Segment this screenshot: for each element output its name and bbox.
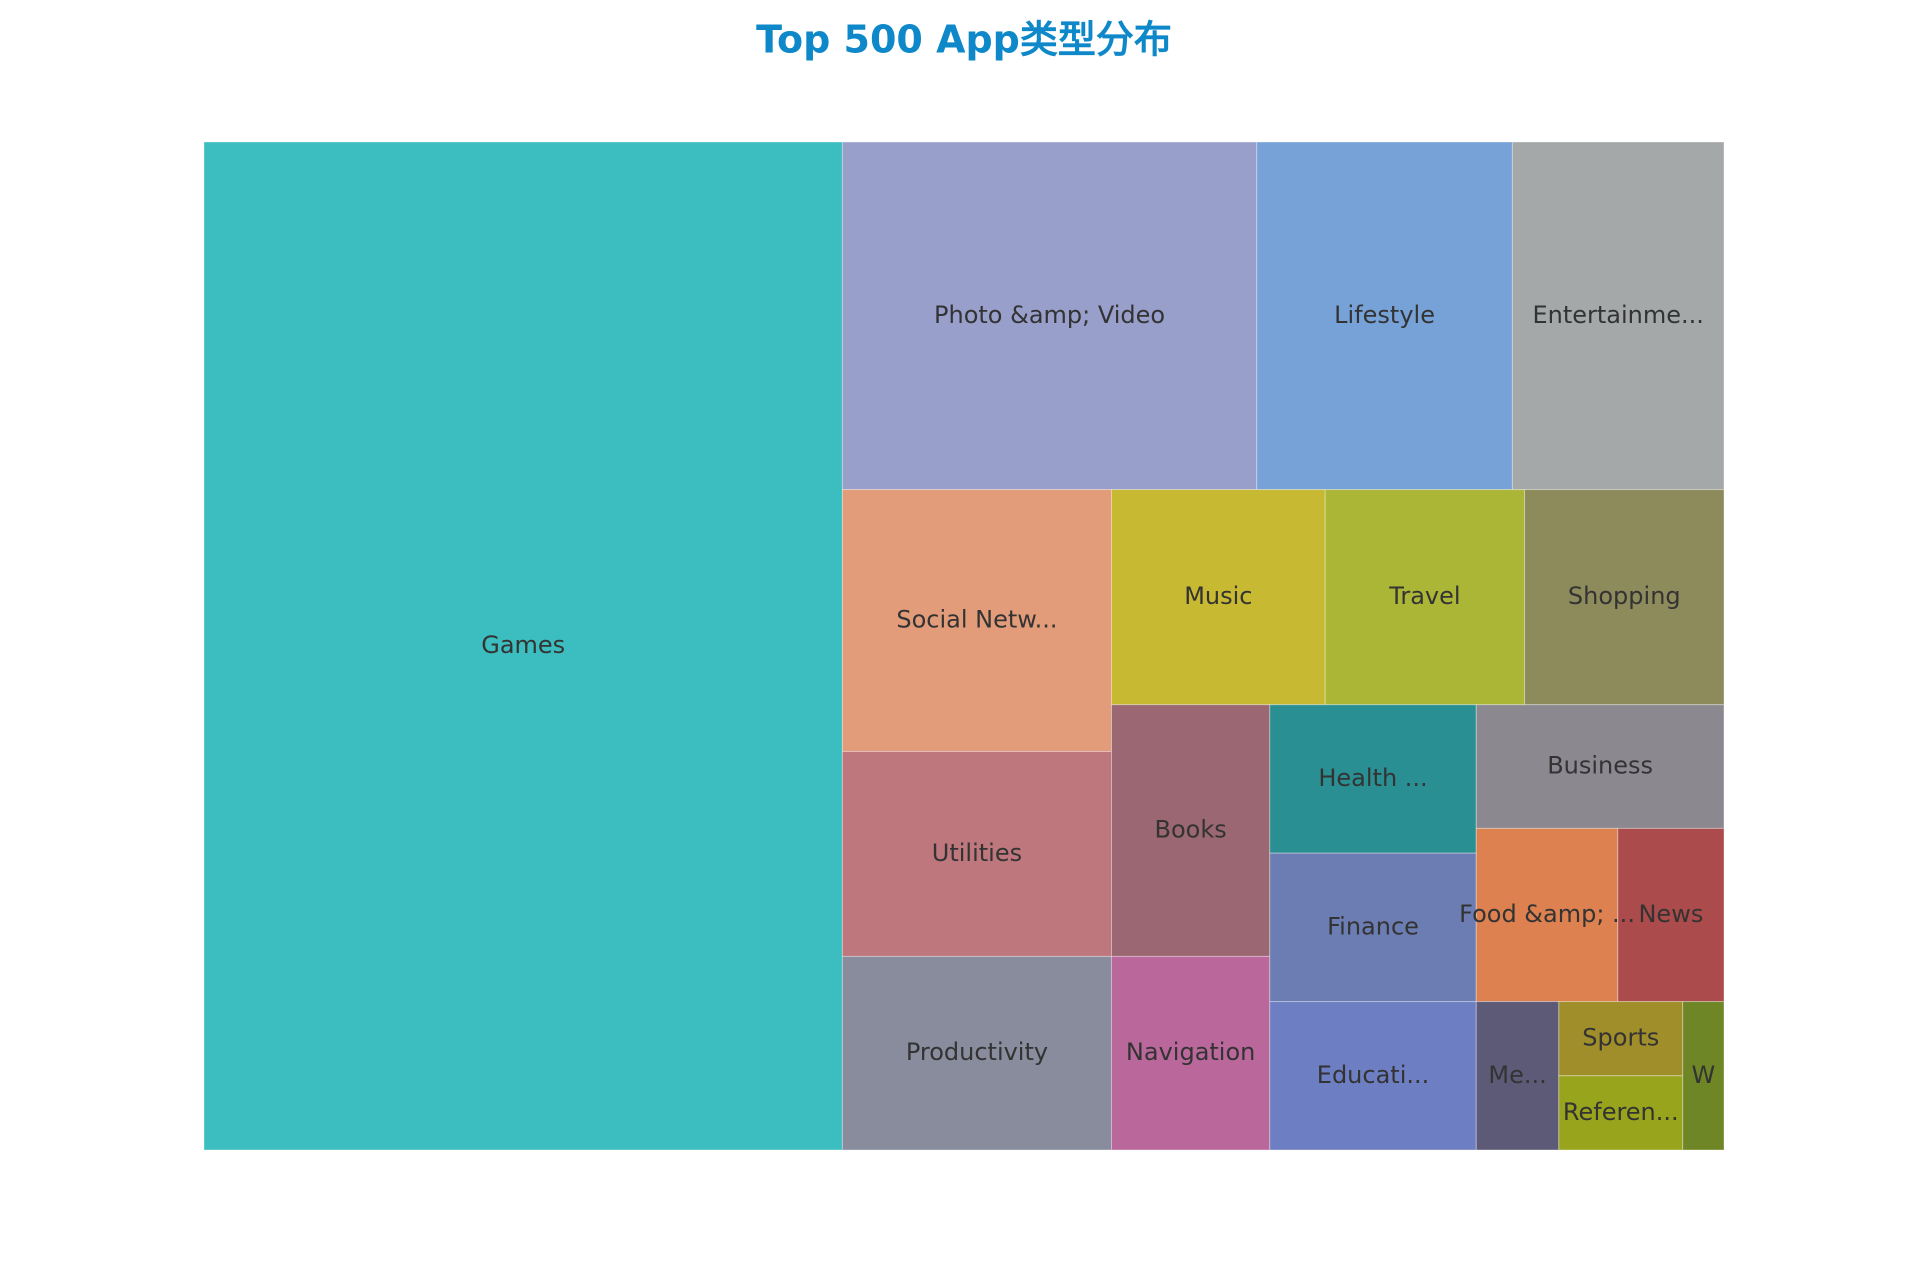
tile [1269,704,1477,854]
tile-label: Health ... [1318,764,1427,792]
tile [1475,827,1619,1003]
tile [1682,1001,1725,1151]
tile-label: News [1638,900,1703,928]
tile-label: Navigation [1126,1038,1255,1066]
tile-label: Music [1184,582,1252,610]
tile [1111,489,1326,706]
tile [203,141,843,1151]
tile [1111,955,1271,1151]
tile [1558,1001,1684,1077]
tile [1269,1001,1477,1151]
tile-label: Me... [1488,1061,1546,1089]
chart-title: Top 500 App类型分布 [756,18,1172,62]
tile [1511,141,1725,491]
tile-label: Lifestyle [1334,301,1435,329]
tile-label: Educati... [1317,1061,1429,1089]
tile [1256,141,1513,491]
tile-label: Food &amp; ... [1459,900,1635,928]
tile [841,750,1113,957]
tile [1475,1001,1560,1151]
tile [841,489,1113,752]
tile-label: Travel [1388,582,1460,610]
tile-label: Games [481,631,565,659]
tile [1617,827,1725,1003]
tile [1558,1075,1684,1151]
tile-label: Shopping [1568,582,1681,610]
tile-label: Sports [1582,1024,1659,1052]
tile-label: Utilities [932,839,1022,867]
tile [1269,852,1477,1003]
tile-label: Finance [1327,912,1419,940]
tile [1524,489,1725,706]
tile-label: Productivity [906,1038,1048,1066]
tile-label: Referen... [1563,1098,1679,1126]
tile-label: Entertainme... [1532,301,1703,329]
tile-label: Social Netw... [896,606,1057,634]
tile-label: Books [1155,816,1227,844]
tile [1475,704,1725,829]
tile-label: Business [1547,752,1653,780]
tile [841,141,1258,491]
tile [841,955,1113,1151]
tile-label: W [1691,1061,1715,1089]
tile-label: Photo &amp; Video [934,301,1165,329]
